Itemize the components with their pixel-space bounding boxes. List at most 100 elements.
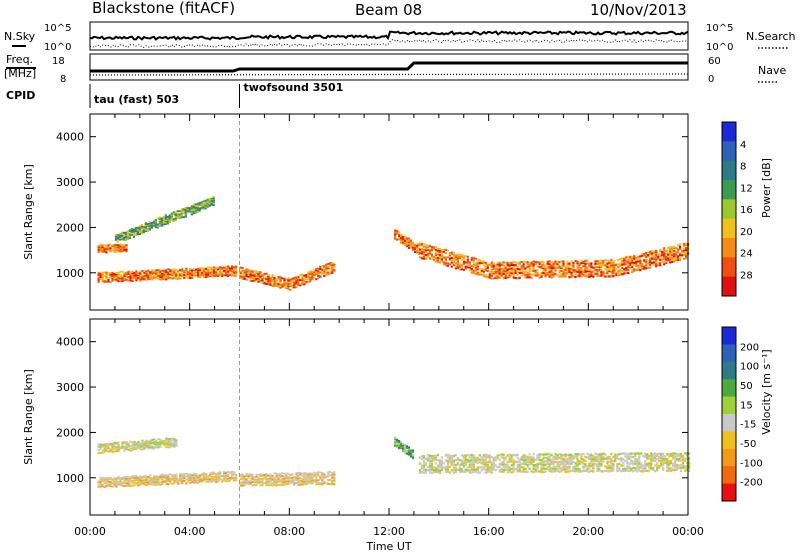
echo-cell xyxy=(231,267,234,270)
echo-cell xyxy=(610,268,613,271)
date-title: 10/Nov/2013 xyxy=(590,1,687,19)
echo-cell xyxy=(117,277,120,279)
echo-cell xyxy=(502,468,505,472)
echo-cell xyxy=(311,277,314,280)
echo-cell xyxy=(470,453,473,457)
echo-cell xyxy=(183,474,186,477)
echo-cell xyxy=(673,253,676,256)
echo-cell xyxy=(166,220,169,223)
echo-cell xyxy=(160,217,163,220)
echo-cell xyxy=(119,245,122,248)
echo-cell xyxy=(508,276,511,279)
echo-cell xyxy=(125,271,128,274)
echo-cell xyxy=(438,260,441,263)
echo-cell xyxy=(671,248,674,251)
echo-cell xyxy=(175,276,178,279)
echo-cell xyxy=(319,475,322,478)
echo-cell xyxy=(203,473,206,476)
echo-cell xyxy=(249,481,252,484)
echo-cell xyxy=(327,472,330,475)
echo-cell xyxy=(317,471,320,474)
echo-cell xyxy=(596,459,599,463)
echo-cell xyxy=(460,264,463,267)
echo-cell xyxy=(540,468,543,471)
echo-cell xyxy=(626,460,629,463)
echo-cell xyxy=(125,441,128,443)
echo-cell xyxy=(299,473,302,476)
echo-cell xyxy=(658,466,661,469)
echo-cell xyxy=(159,474,162,477)
echo-cell xyxy=(259,475,262,478)
echo-cell xyxy=(510,454,513,457)
echo-cell xyxy=(105,447,108,450)
echo-cell xyxy=(500,270,503,273)
echo-cell xyxy=(542,461,545,464)
echo-cell xyxy=(315,278,318,281)
echo-cell xyxy=(436,470,439,474)
echo-cell xyxy=(538,455,541,459)
echo-cell xyxy=(588,273,591,276)
echo-cell xyxy=(610,262,613,265)
echo-cell xyxy=(139,444,142,447)
echo-cell xyxy=(136,231,139,234)
echo-cell xyxy=(243,269,246,272)
echo-cell xyxy=(189,274,192,277)
echo-cell xyxy=(235,478,238,481)
echo-cell xyxy=(333,473,336,476)
echo-cell xyxy=(484,269,487,272)
echo-cell xyxy=(659,250,662,253)
echo-cell xyxy=(530,265,533,268)
echo-cell xyxy=(159,476,162,479)
echo-cell xyxy=(584,463,587,466)
echo-cell xyxy=(323,473,326,476)
echo-cell xyxy=(649,264,652,267)
echo-cell xyxy=(492,272,495,275)
echo-cell xyxy=(452,463,455,466)
echo-cell xyxy=(127,480,130,483)
echo-cell xyxy=(488,460,491,464)
echo-cell xyxy=(400,440,403,443)
echo-cell xyxy=(558,269,561,272)
echo-cell xyxy=(193,477,196,480)
echo-cell xyxy=(498,470,501,473)
echo-cell xyxy=(678,454,681,457)
echo-cell xyxy=(512,463,515,466)
echo-cell xyxy=(536,470,539,473)
echo-cell xyxy=(163,442,166,445)
echo-cell xyxy=(476,258,479,261)
echo-cell xyxy=(438,247,441,250)
echo-cell xyxy=(647,254,650,257)
echo-cell xyxy=(115,447,118,450)
echo-cell xyxy=(663,263,666,266)
echo-cell xyxy=(625,271,628,275)
echo-cell xyxy=(500,461,503,464)
echo-cell xyxy=(612,455,615,459)
echo-cell xyxy=(333,471,336,474)
echo-cell xyxy=(444,468,447,471)
echo-cell xyxy=(546,456,549,459)
echo-cell xyxy=(582,452,585,456)
echo-cell xyxy=(128,229,132,232)
echo-cell xyxy=(210,203,213,205)
echo-cell xyxy=(452,468,455,472)
echo-cell xyxy=(578,470,581,473)
echo-cell xyxy=(154,220,157,223)
echo-cell xyxy=(658,457,661,460)
echo-cell xyxy=(468,463,471,467)
echo-cell xyxy=(243,272,246,274)
echo-cell xyxy=(285,282,288,285)
echo-cell xyxy=(502,453,505,456)
echo-cell xyxy=(307,280,310,283)
echo-cell xyxy=(239,271,242,274)
echo-cell xyxy=(556,463,559,466)
echo-cell xyxy=(159,438,162,441)
echo-cell xyxy=(119,270,122,273)
echo-cell xyxy=(105,477,108,479)
echo-cell xyxy=(534,465,537,469)
echo-cell xyxy=(178,213,181,216)
echo-cell xyxy=(187,481,190,484)
echo-cell xyxy=(686,468,689,472)
echo-cell xyxy=(265,283,268,285)
echo-cell xyxy=(548,468,551,471)
